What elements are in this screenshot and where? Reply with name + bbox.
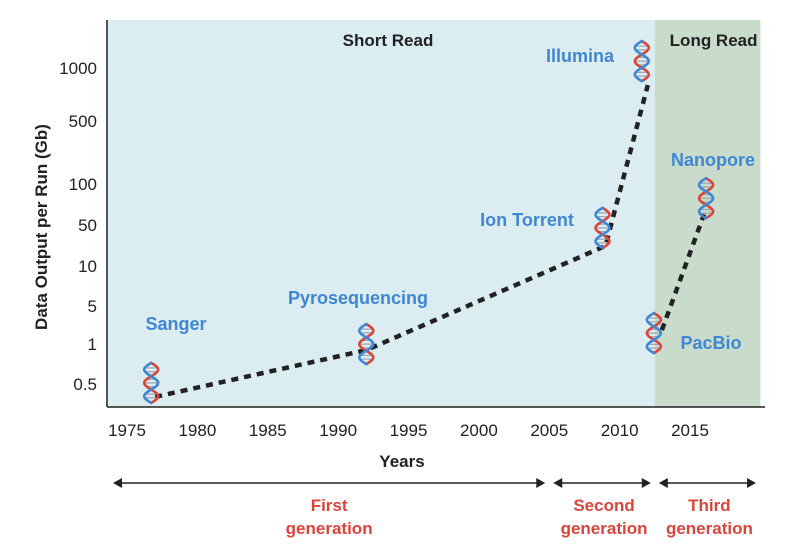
y-axis-title: Data Output per Run (Gb) [32, 124, 51, 330]
point-labels: Sanger Pyrosequencing Ion Torrent Illumina P… [145, 46, 755, 353]
arrowhead-left-icon [113, 478, 122, 488]
arrowhead-left-icon [658, 478, 668, 488]
y-tick-label: 10 [78, 257, 97, 276]
generation-arrows: First generation Second generation Third gene… [113, 478, 756, 538]
x-axis-title: Years [379, 452, 424, 471]
point-label-ion-torrent: Ion Torrent [480, 210, 574, 230]
point-label-pacbio: PacBio [680, 333, 741, 353]
generation-label-line2: generation [561, 519, 648, 538]
dna-helix-icon-pyrosequencing [357, 322, 375, 366]
point-label-nanopore: Nanopore [671, 150, 755, 170]
x-tick-label: 2010 [601, 421, 639, 440]
x-tick-label: 2005 [530, 421, 568, 440]
arrowhead-right-icon [747, 478, 756, 488]
series-line-short-read-sequencing [154, 84, 650, 400]
background-regions [107, 20, 761, 407]
point-label-pyrosequencing: Pyrosequencing [288, 288, 428, 308]
y-tick-label: 500 [69, 112, 97, 131]
x-tick-label: 1990 [319, 421, 357, 440]
region-label-short-read: Short Read [343, 31, 434, 50]
point-label-sanger: Sanger [145, 314, 206, 334]
dna-helix-icon-sanger [142, 361, 160, 405]
dna-helix-icon-pacbio [645, 311, 663, 355]
region-label-long-read: Long Read [670, 31, 758, 50]
x-tick-labels: 1975 1980 1985 1990 1995 2000 2005 2010 2015 [108, 421, 709, 440]
region-labels: Short Read Long Read [343, 31, 758, 50]
y-tick-label: 5 [88, 297, 97, 316]
generation-label-line2: generation [666, 519, 753, 538]
generation-label: Second [573, 496, 634, 515]
series-lines [154, 84, 707, 400]
x-tick-label: 2000 [460, 421, 498, 440]
generation-label: Third [688, 496, 731, 515]
data-points [142, 39, 715, 405]
dna-helix-icon-ion-torrent [594, 206, 611, 250]
region-short-read [107, 20, 655, 407]
x-tick-label: 2015 [671, 421, 709, 440]
dna-helix-icon-nanopore [697, 176, 715, 220]
generation-label-line2: generation [286, 519, 373, 538]
point-label-illumina: Illumina [546, 46, 615, 66]
dna-helix-icon-illumina [633, 39, 651, 83]
generation-label: First [311, 496, 348, 515]
y-tick-labels: 0.5 1 5 10 50 100 500 1000 [59, 59, 97, 394]
axes [106, 20, 765, 408]
x-tick-label: 1995 [390, 421, 428, 440]
arrowhead-left-icon [553, 478, 563, 488]
x-tick-label: 1980 [178, 421, 216, 440]
arrowhead-right-icon [536, 478, 546, 488]
y-tick-label: 0.5 [73, 375, 97, 394]
arrowhead-right-icon [641, 478, 651, 488]
y-tick-label: 1000 [59, 59, 97, 78]
y-tick-label: 50 [78, 216, 97, 235]
y-tick-label: 1 [88, 335, 97, 354]
x-tick-label: 1985 [249, 421, 287, 440]
x-tick-label: 1975 [108, 421, 146, 440]
y-tick-label: 100 [69, 175, 97, 194]
